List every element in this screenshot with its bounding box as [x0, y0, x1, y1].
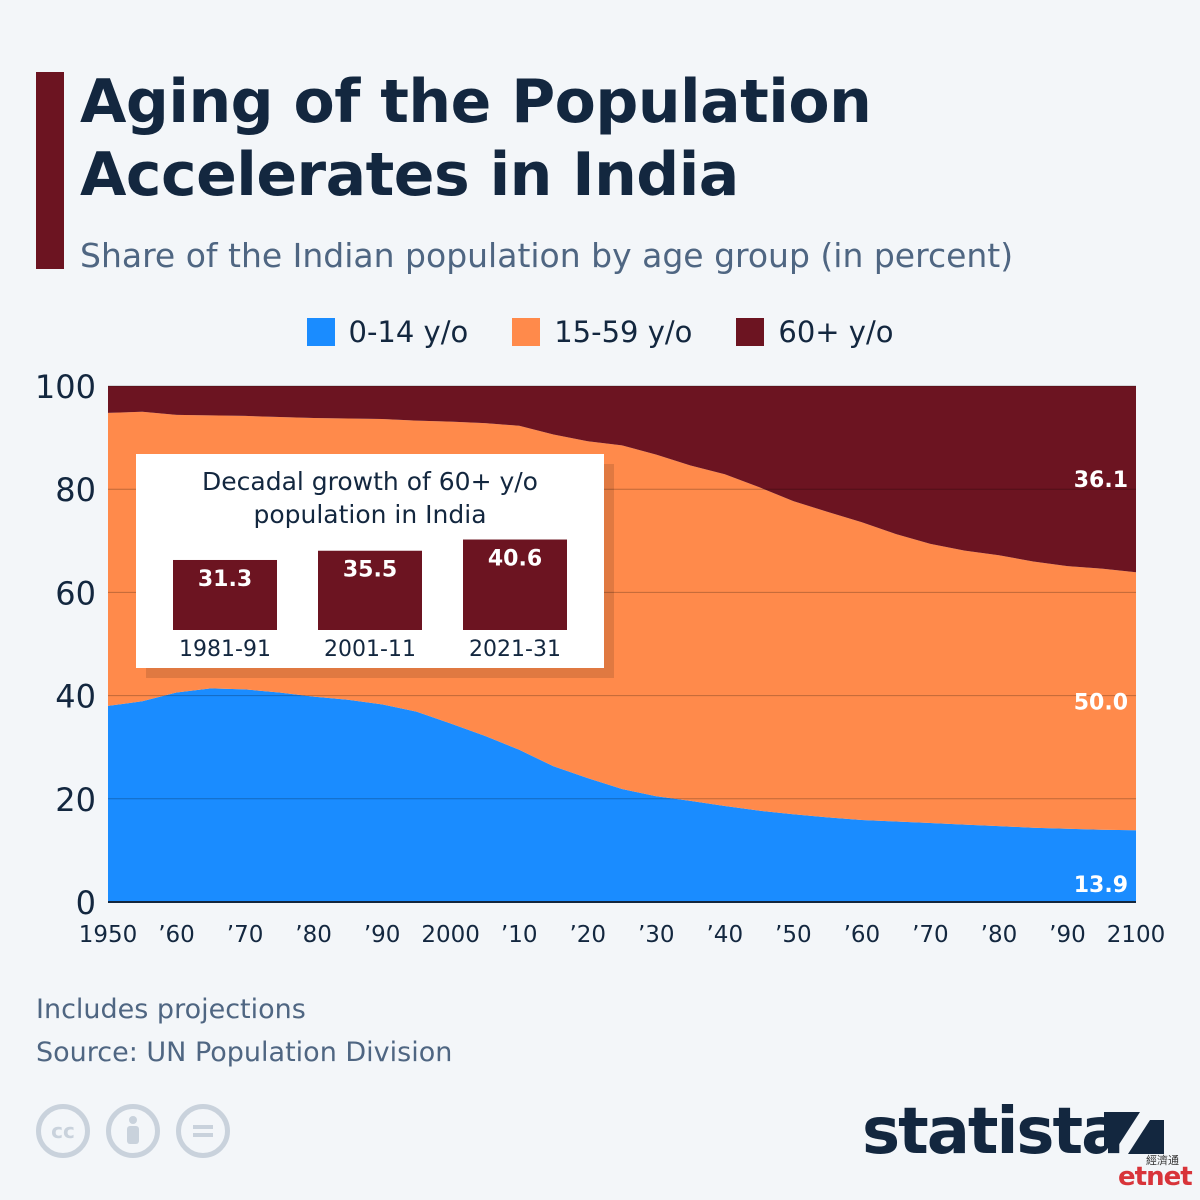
source-note: Source: UN Population Division [36, 1037, 453, 1068]
inset-bar-value: 31.3 [198, 567, 252, 592]
x-tick-label: 2100 [1107, 922, 1166, 948]
page-title: Aging of the Population Accelerates in I… [80, 67, 872, 210]
legend-swatch-15-59 [512, 318, 541, 346]
x-tick-label: ’80 [981, 922, 1018, 948]
x-tick-label: ’20 [569, 922, 606, 948]
inset-bar [173, 559, 277, 630]
title-accent-bar [36, 72, 64, 269]
inset-category-label: 2001-11 [324, 637, 416, 662]
y-tick-label: 20 [55, 781, 96, 819]
x-tick-label: ’30 [638, 922, 675, 948]
area-series-3 [108, 386, 1136, 573]
y-tick-label: 100 [35, 368, 96, 406]
watermark-logo: etnet [1118, 1162, 1193, 1192]
nd-icon[interactable] [176, 1104, 230, 1158]
y-tick-label: 40 [55, 678, 96, 716]
x-tick-label: ’90 [364, 922, 401, 948]
x-tick-label: ’60 [844, 922, 881, 948]
area-series-1 [108, 688, 1136, 902]
x-tick-label: 1950 [79, 922, 138, 948]
inset-bar-value: 40.6 [488, 547, 542, 572]
x-tick-label: ’80 [295, 922, 332, 948]
statista-logo-text[interactable]: statista [862, 1095, 1124, 1169]
y-tick-label: 80 [55, 471, 96, 509]
legend: 0-14 y/o 15-59 y/o 60+ y/o [0, 312, 1200, 352]
x-tick-label: ’90 [1049, 922, 1086, 948]
inset-bar-value: 35.5 [343, 558, 397, 583]
license-icons: cc [36, 1104, 230, 1158]
x-tick-label: ’70 [227, 922, 264, 948]
x-tick-label: 2000 [421, 922, 480, 948]
inset-category-label: 1981-91 [179, 637, 271, 662]
legend-label-0-14: 0-14 y/o [348, 315, 469, 349]
by-icon[interactable] [106, 1104, 160, 1158]
x-tick-label: ’50 [775, 922, 812, 948]
inset-category-label: 2021-31 [469, 637, 561, 662]
legend-label-15-59: 15-59 y/o [554, 315, 693, 349]
legend-item-60-plus: 60+ y/o [736, 315, 893, 349]
legend-item-0-14: 0-14 y/o [306, 315, 469, 349]
area-chart: 0 20 40 60 80 100 1950 ’60 ’70 ’80 ’90 2000 ’10 ’20 ’3… [35, 368, 1166, 948]
y-tick-label: 60 [55, 574, 96, 612]
statista-logo-icon [1104, 1112, 1164, 1154]
chart-subtitle: Share of the Indian population by age gr… [80, 236, 1014, 275]
inset-bar [463, 539, 567, 630]
x-tick-label: ’40 [707, 922, 744, 948]
end-value-label: 13.9 [1074, 873, 1128, 898]
x-tick-label: ’70 [912, 922, 949, 948]
end-value-label: 36.1 [1074, 468, 1128, 493]
inset-title-line-1: Decadal growth of 60+ y/o [202, 467, 538, 496]
legend-label-60-plus: 60+ y/o [778, 315, 894, 349]
inset-bar [318, 550, 422, 630]
chart-notes: Includes projections Source: UN Populati… [36, 988, 452, 1074]
cc-icon[interactable]: cc [36, 1104, 90, 1158]
projection-note: Includes projections [36, 994, 306, 1025]
watermark-subtext: 經濟通 [1146, 1154, 1179, 1167]
x-tick-label: ’10 [501, 922, 538, 948]
inset-title-line-2: population in India [253, 500, 486, 529]
x-tick-label: ’60 [158, 922, 195, 948]
legend-swatch-0-14 [306, 318, 335, 346]
end-value-label: 50.0 [1074, 690, 1128, 715]
y-tick-label: 0 [76, 884, 96, 922]
legend-swatch-60-plus [736, 318, 765, 346]
legend-item-15-59: 15-59 y/o [512, 315, 692, 349]
